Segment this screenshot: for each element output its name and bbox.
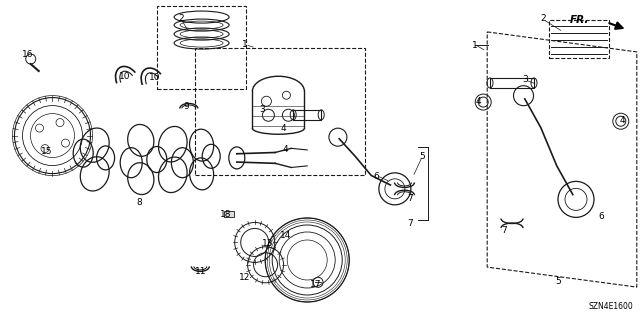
Text: 4: 4 <box>281 124 286 133</box>
Text: 5: 5 <box>420 152 425 161</box>
Text: 11: 11 <box>195 267 206 276</box>
Text: FR.: FR. <box>570 15 589 25</box>
Bar <box>195 48 365 175</box>
Text: 3: 3 <box>259 105 264 114</box>
Text: 7: 7 <box>501 226 506 235</box>
Text: 6: 6 <box>374 172 379 181</box>
Text: 4: 4 <box>620 116 625 125</box>
Text: 6: 6 <box>599 212 604 221</box>
Text: 7: 7 <box>408 194 413 203</box>
Text: 7: 7 <box>408 219 413 228</box>
Text: 1: 1 <box>243 40 248 48</box>
Bar <box>157 6 246 89</box>
Text: 13: 13 <box>262 239 273 248</box>
Bar <box>293 110 321 120</box>
Text: SZN4E1600: SZN4E1600 <box>589 302 634 311</box>
Text: 3: 3 <box>522 75 527 84</box>
Text: 1: 1 <box>472 41 477 50</box>
Bar <box>549 20 609 58</box>
Bar <box>490 78 534 88</box>
Text: 17: 17 <box>310 280 322 289</box>
Text: 16: 16 <box>22 50 33 59</box>
Text: 8: 8 <box>137 198 142 207</box>
Text: 2: 2 <box>540 14 545 23</box>
Text: 4: 4 <box>283 145 288 154</box>
Text: 10: 10 <box>119 72 131 81</box>
Text: 2: 2 <box>179 14 184 23</box>
Text: 15: 15 <box>41 147 52 156</box>
Text: 10: 10 <box>149 73 161 82</box>
Text: 5: 5 <box>556 277 561 286</box>
Bar <box>224 211 234 217</box>
Text: 18: 18 <box>220 210 232 219</box>
Text: 12: 12 <box>239 273 250 282</box>
Text: 9: 9 <box>184 102 189 111</box>
Text: 4: 4 <box>476 97 481 106</box>
Text: 14: 14 <box>280 231 292 240</box>
